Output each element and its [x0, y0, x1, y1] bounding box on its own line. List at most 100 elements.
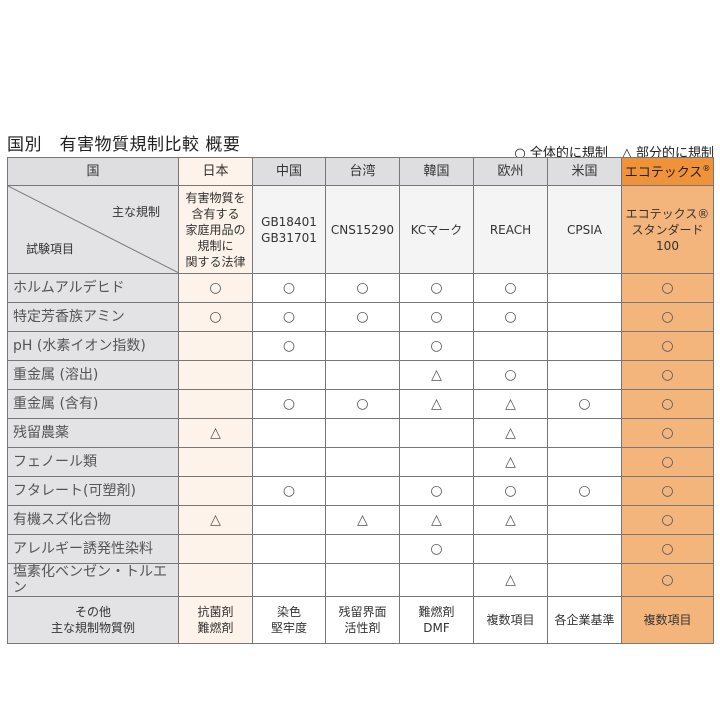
- table-row: ホルムアルデヒド ○ ○ ○ ○ ○ ○: [7, 273, 714, 303]
- regulation-mark: ○: [473, 302, 548, 332]
- other-label: その他 主な規制物質例: [7, 596, 179, 644]
- header-oeko: エコテックス®: [621, 157, 714, 186]
- regulation-mark: [252, 447, 326, 477]
- test-item-label: フタレート(可塑剤): [7, 476, 179, 506]
- other-substance: 複数項目: [473, 596, 548, 644]
- regulation-mark: ○: [621, 476, 714, 506]
- regulation-mark: △: [399, 505, 474, 535]
- regulation-mark: [252, 563, 326, 597]
- regulation-mark: [547, 505, 622, 535]
- other-substance: 各企業基準: [547, 596, 622, 644]
- regulation-mark: [325, 476, 400, 506]
- regulation-mark: [178, 331, 253, 361]
- regulation-mark: ○: [252, 302, 326, 332]
- regulation-mark: [252, 360, 326, 390]
- legend: ○ 全体的に規制 △ 部分的に規制: [492, 127, 714, 161]
- regulation-mark: [325, 331, 400, 361]
- header-taiwan: 台湾: [325, 157, 400, 186]
- test-item-label: 重金属 (溶出): [7, 360, 179, 390]
- regulation-mark: [325, 534, 400, 564]
- table-row: 重金属 (溶出) △ ○ ○: [7, 360, 714, 390]
- other-substance: 染色 堅牢度: [252, 596, 326, 644]
- table-row: 残留農薬 △ △ ○: [7, 418, 714, 448]
- label-main-regulation: 主な規制: [111, 205, 160, 219]
- regulation-mark: [178, 360, 253, 390]
- regulation-mark: [178, 534, 253, 564]
- regulation-mark: [547, 302, 622, 332]
- table-row: フタレート(可塑剤) ○ ○ ○ ○ ○: [7, 476, 714, 506]
- test-item-label: ホルムアルデヒド: [7, 273, 179, 303]
- regulation-mark: ○: [621, 389, 714, 419]
- regulation-mark: ○: [621, 534, 714, 564]
- regulation-mark: ○: [547, 476, 622, 506]
- regulation-mark: ○: [399, 273, 474, 303]
- regulation-mark: ○: [178, 302, 253, 332]
- header-corner: 国: [7, 157, 179, 186]
- regulation-mark: [547, 418, 622, 448]
- header-eu: 欧州: [473, 157, 548, 186]
- table-row: 特定芳香族アミン ○ ○ ○ ○ ○ ○: [7, 302, 714, 332]
- header-row: 国 日本 中国 台湾 韓国 欧州 米国 エコテックス®: [7, 157, 714, 186]
- regulation-mark: ○: [325, 273, 400, 303]
- table-row: pH (水素イオン指数) ○ ○ ○: [7, 331, 714, 361]
- table-row: フェノール類 △ ○: [7, 447, 714, 477]
- other-substance: 難燃剤 DMF: [399, 596, 474, 644]
- regulation-mark: ○: [473, 476, 548, 506]
- other-substances-row: その他 主な規制物質例 抗菌剤 難燃剤 染色 堅牢度 残留界面 活性剤 難燃剤 DMF 複…: [7, 596, 714, 644]
- other-substance: 残留界面 活性剤: [325, 596, 400, 644]
- regulation-mark: ○: [252, 273, 326, 303]
- regulation-mark: [252, 534, 326, 564]
- regulation-mark: ○: [399, 476, 474, 506]
- test-item-label: 重金属 (含有): [7, 389, 179, 419]
- regulation-japan: 有害物質を 含有する 家庭用品の 規制に 関する法律: [178, 185, 253, 274]
- test-item-label: 塩素化ベンゼン・トルエン: [7, 563, 179, 597]
- regulation-china: GB18401 GB31701: [252, 185, 326, 274]
- regulation-mark: ○: [473, 360, 548, 390]
- regulation-mark: ○: [399, 302, 474, 332]
- regulation-mark: △: [178, 505, 253, 535]
- regulation-mark: △: [473, 418, 548, 448]
- regulation-row: 主な規制 試験項目 有害物質を 含有する 家庭用品の 規制に 関する法律 GB1…: [7, 185, 714, 274]
- regulation-mark: △: [473, 389, 548, 419]
- regulation-mark: [547, 447, 622, 477]
- test-item-label: 有機スズ化合物: [7, 505, 179, 535]
- regulation-mark: △: [399, 389, 474, 419]
- regulation-mark: [178, 447, 253, 477]
- regulation-mark: ○: [473, 273, 548, 303]
- regulation-mark: ○: [621, 505, 714, 535]
- table-row: アレルギー誘発性染料 ○ ○: [7, 534, 714, 564]
- regulation-mark: [325, 447, 400, 477]
- regulation-mark: ○: [621, 331, 714, 361]
- test-item-label: フェノール類: [7, 447, 179, 477]
- regulation-mark: [252, 418, 326, 448]
- regulation-mark: [473, 534, 548, 564]
- regulation-mark: [252, 505, 326, 535]
- regulation-mark: [547, 273, 622, 303]
- regulation-mark: ○: [325, 389, 400, 419]
- regulation-taiwan: CNS15290: [325, 185, 400, 274]
- regulation-mark: ○: [399, 534, 474, 564]
- regulation-mark: [178, 563, 253, 597]
- header-japan: 日本: [178, 157, 253, 186]
- label-test-items: 試験項目: [26, 242, 75, 256]
- regulation-mark: ○: [621, 447, 714, 477]
- regulation-korea: KCマーク: [399, 185, 474, 274]
- test-item-label: 特定芳香族アミン: [7, 302, 179, 332]
- regulation-mark: ○: [621, 418, 714, 448]
- regulation-mark: [325, 360, 400, 390]
- comparison-table: 国 日本 中国 台湾 韓国 欧州 米国 エコテックス® 主な規制 試験項目 有害…: [7, 157, 714, 644]
- regulation-mark: △: [325, 505, 400, 535]
- regulation-mark: [325, 418, 400, 448]
- regulation-eu: REACH: [473, 185, 548, 274]
- regulation-mark: △: [399, 360, 474, 390]
- regulation-mark: [473, 331, 548, 361]
- test-item-label: pH (水素イオン指数): [7, 331, 179, 361]
- regulation-mark: ○: [621, 360, 714, 390]
- regulation-mark: ○: [252, 389, 326, 419]
- regulation-mark: ○: [252, 331, 326, 361]
- regulation-mark: [178, 389, 253, 419]
- regulation-mark: △: [178, 418, 253, 448]
- header-china: 中国: [252, 157, 326, 186]
- table-row: 重金属 (含有) ○ ○ △ △ ○ ○: [7, 389, 714, 419]
- page-title: 国別 有害物質規制比較 概要: [7, 135, 241, 155]
